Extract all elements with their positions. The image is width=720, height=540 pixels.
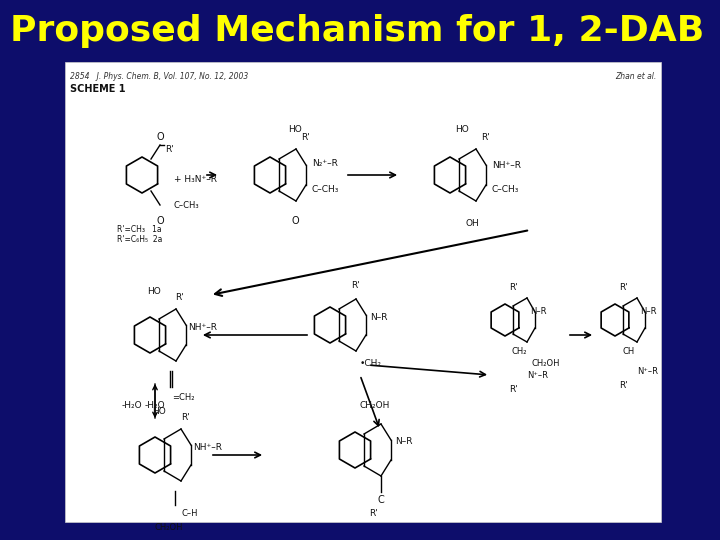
Text: HO: HO <box>455 125 469 133</box>
Text: R': R' <box>351 280 361 289</box>
Text: CH₂OH: CH₂OH <box>360 402 390 410</box>
Text: R'=CH₃   1a: R'=CH₃ 1a <box>117 226 161 234</box>
Text: O: O <box>156 132 164 142</box>
Text: NH⁺–R: NH⁺–R <box>492 160 521 170</box>
Text: R': R' <box>618 284 627 293</box>
Text: R': R' <box>369 510 377 518</box>
Text: C: C <box>377 495 384 505</box>
Text: NH⁺–R: NH⁺–R <box>193 442 222 451</box>
Text: R'=C₆H₅  2a: R'=C₆H₅ 2a <box>117 235 163 245</box>
Text: O: O <box>291 216 299 226</box>
Text: O: O <box>156 216 164 226</box>
Text: CH₂: CH₂ <box>511 348 527 356</box>
Text: R': R' <box>165 145 174 153</box>
Text: -H₂O: -H₂O <box>145 401 166 409</box>
Text: N⁺–R: N⁺–R <box>637 368 658 376</box>
Text: C–H: C–H <box>181 509 197 517</box>
Text: R': R' <box>508 386 518 395</box>
Text: R': R' <box>618 381 627 390</box>
Text: HO: HO <box>147 287 161 295</box>
Text: C–CH₃: C–CH₃ <box>174 200 199 210</box>
Text: Proposed Mechanism for 1, 2-DAB: Proposed Mechanism for 1, 2-DAB <box>10 14 704 48</box>
Text: + H₃N⁺–R: + H₃N⁺–R <box>174 176 217 185</box>
Text: SCHEME 1: SCHEME 1 <box>70 84 125 94</box>
Text: N–R: N–R <box>395 437 413 447</box>
Text: N⁺–R: N⁺–R <box>527 372 548 381</box>
Text: HO: HO <box>152 407 166 415</box>
Text: R': R' <box>301 132 310 141</box>
Text: N–R: N–R <box>370 313 387 321</box>
Text: CH₂OH: CH₂OH <box>531 360 559 368</box>
Text: =CH₂: =CH₂ <box>172 393 194 402</box>
Text: •CH₂: •CH₂ <box>360 359 382 368</box>
Text: HO: HO <box>288 125 302 133</box>
Text: N–R: N–R <box>640 307 657 316</box>
Bar <box>65 62 661 522</box>
Text: -H₂O: -H₂O <box>122 401 143 409</box>
Text: CH₂OH: CH₂OH <box>155 523 184 531</box>
Text: Zhan et al.: Zhan et al. <box>615 72 656 81</box>
Text: NH⁺–R: NH⁺–R <box>188 322 217 332</box>
Text: 2854   J. Phys. Chem. B, Vol. 107, No. 12, 2003: 2854 J. Phys. Chem. B, Vol. 107, No. 12,… <box>70 72 248 81</box>
Text: N₂⁺–R: N₂⁺–R <box>312 159 338 167</box>
Text: CH: CH <box>623 348 635 356</box>
Text: N–R: N–R <box>530 307 546 316</box>
Text: R': R' <box>508 284 518 293</box>
Text: C–CH₃: C–CH₃ <box>312 185 339 193</box>
Text: R': R' <box>176 293 184 301</box>
Text: R': R' <box>181 413 189 422</box>
Text: C–CH₃: C–CH₃ <box>492 185 519 193</box>
Text: OH: OH <box>465 219 479 227</box>
Text: R': R' <box>482 132 490 141</box>
